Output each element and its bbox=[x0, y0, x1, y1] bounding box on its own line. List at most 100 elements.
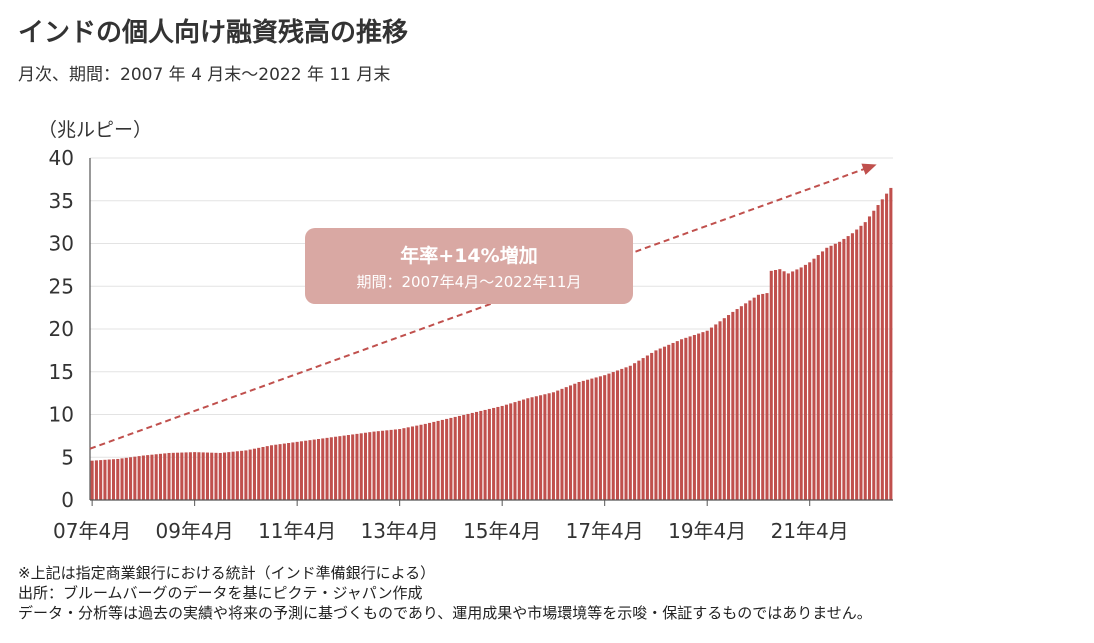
y-axis-label: （兆ルピー） bbox=[38, 119, 152, 141]
bar bbox=[240, 450, 244, 500]
bar bbox=[355, 433, 359, 500]
bar bbox=[223, 452, 227, 500]
annotation-box bbox=[305, 228, 633, 304]
bar bbox=[573, 383, 577, 500]
annotation-line2: 期間：2007年4月～2022年11月 bbox=[357, 273, 582, 291]
bar bbox=[376, 431, 380, 500]
bar bbox=[393, 429, 397, 500]
bar bbox=[180, 452, 184, 500]
bar bbox=[765, 293, 769, 500]
bar bbox=[500, 405, 504, 500]
bar bbox=[774, 270, 778, 500]
bar bbox=[680, 339, 684, 500]
bar bbox=[829, 245, 833, 500]
x-tick-label: 07年4月 bbox=[53, 519, 131, 543]
bar bbox=[521, 399, 526, 500]
y-tick-label: 10 bbox=[49, 403, 74, 427]
bar bbox=[248, 449, 252, 500]
bar bbox=[615, 370, 620, 500]
bar bbox=[265, 446, 269, 500]
bar bbox=[445, 418, 449, 500]
bar bbox=[449, 417, 453, 500]
bar bbox=[440, 419, 444, 500]
bar bbox=[633, 363, 637, 500]
y-tick-label: 20 bbox=[49, 317, 74, 341]
bar bbox=[722, 318, 726, 500]
bar bbox=[564, 387, 568, 500]
x-tick-label: 13年4月 bbox=[361, 519, 439, 543]
bar bbox=[820, 251, 825, 500]
bar bbox=[453, 416, 457, 500]
bar bbox=[423, 423, 427, 500]
bar bbox=[252, 448, 256, 500]
bar bbox=[457, 415, 462, 500]
bar bbox=[504, 404, 508, 500]
x-tick-label: 11年4月 bbox=[258, 519, 336, 543]
bar bbox=[90, 460, 94, 500]
bar bbox=[436, 420, 440, 500]
bar bbox=[799, 267, 803, 500]
bar bbox=[385, 430, 389, 500]
footnotes: ※上記は指定商業銀行における統計（インド準備銀行による） 出所：ブルームバーグの… bbox=[18, 563, 872, 623]
bar bbox=[94, 460, 98, 500]
bar bbox=[556, 390, 560, 500]
bar bbox=[235, 451, 239, 500]
bar bbox=[184, 452, 188, 500]
bar bbox=[603, 375, 607, 500]
bar bbox=[124, 457, 128, 500]
bar bbox=[526, 398, 530, 500]
bar bbox=[756, 294, 760, 500]
bar bbox=[398, 429, 402, 500]
bar bbox=[701, 332, 705, 500]
bar bbox=[744, 303, 748, 500]
chart-title: インドの個人向け融資残高の推移 bbox=[18, 18, 409, 48]
bar bbox=[718, 321, 722, 500]
footnote-source-scope: ※上記は指定商業銀行における統計（インド準備銀行による） bbox=[18, 564, 436, 582]
bar bbox=[419, 424, 423, 500]
bar bbox=[889, 187, 893, 501]
bar bbox=[163, 453, 167, 500]
bar bbox=[803, 264, 807, 500]
bar bbox=[568, 385, 573, 500]
bar bbox=[278, 444, 282, 500]
bar bbox=[218, 452, 222, 500]
axes-group: 0 5 10 15 20 25 30 35 40 07年4月 09年4月 11年4月 13年4月 15年4… bbox=[49, 146, 893, 543]
annotation-line1: 年率+14%増加 bbox=[400, 244, 537, 267]
bar bbox=[641, 358, 645, 500]
bar bbox=[727, 315, 731, 500]
bar bbox=[611, 372, 615, 500]
annotation: 年率+14%増加 期間：2007年4月～2022年11月 bbox=[305, 228, 633, 304]
bar bbox=[133, 456, 137, 500]
bar bbox=[786, 273, 790, 500]
bar bbox=[154, 454, 158, 500]
bar bbox=[111, 459, 116, 500]
bar bbox=[624, 367, 628, 500]
bar bbox=[709, 327, 714, 500]
bar bbox=[167, 452, 171, 500]
bar bbox=[321, 438, 325, 500]
bar bbox=[171, 452, 175, 500]
x-tick-label: 15年4月 bbox=[463, 519, 541, 543]
bar bbox=[287, 443, 291, 500]
bar bbox=[667, 344, 671, 500]
bar bbox=[697, 333, 701, 500]
bar bbox=[637, 360, 641, 500]
bar bbox=[872, 210, 876, 500]
bar bbox=[193, 452, 197, 500]
bar bbox=[539, 395, 543, 500]
bar bbox=[381, 430, 385, 500]
bar bbox=[590, 378, 594, 500]
bar bbox=[543, 394, 547, 500]
y-tick-label: 35 bbox=[49, 189, 74, 213]
bar bbox=[492, 407, 496, 500]
bar bbox=[487, 408, 491, 500]
bar bbox=[201, 452, 205, 500]
bar bbox=[808, 262, 812, 500]
bar bbox=[338, 436, 342, 500]
bar bbox=[517, 400, 521, 500]
bar bbox=[304, 440, 308, 500]
bar bbox=[334, 436, 338, 500]
bar bbox=[509, 403, 513, 500]
bar bbox=[863, 222, 867, 500]
bar bbox=[850, 233, 854, 501]
